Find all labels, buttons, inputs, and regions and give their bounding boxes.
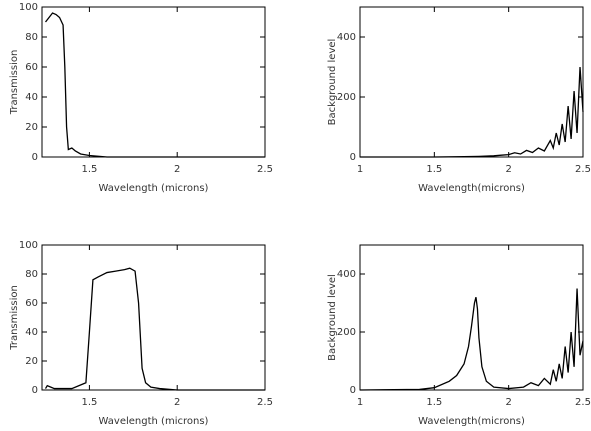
- axes-frame: [359, 244, 584, 391]
- x-tick-label: 2: [505, 397, 511, 408]
- y-tick-label: 200: [337, 92, 356, 103]
- y-tick-label: 60: [25, 298, 38, 309]
- y-tick-label: 0: [350, 385, 356, 396]
- x-tick-label: 2.5: [257, 397, 273, 408]
- axes-frame: [41, 244, 266, 391]
- y-axis-label: Background level: [327, 39, 338, 126]
- y-tick-label: 100: [19, 240, 38, 251]
- y-tick-label: 60: [25, 62, 38, 73]
- x-axis-label: Wavelength (microns): [99, 183, 209, 194]
- x-tick-label: 2.5: [575, 164, 591, 175]
- y-tick-label: 80: [25, 269, 38, 280]
- y-tick-label: 100: [19, 2, 38, 13]
- y-tick-label: 80: [25, 32, 38, 43]
- axes-frame: [41, 6, 266, 158]
- data-line: [359, 288, 584, 391]
- y-tick-label: 400: [337, 32, 356, 43]
- y-tick-label: 20: [25, 356, 38, 367]
- x-axis-label: Wavelength(microns): [418, 183, 525, 194]
- y-tick-label: 0: [32, 385, 38, 396]
- y-tick-label: 40: [25, 92, 38, 103]
- x-tick-label: 1: [357, 164, 363, 175]
- x-axis-label: Wavelength(microns): [418, 416, 525, 427]
- x-axis-label: Wavelength (microns): [99, 416, 209, 427]
- data-line: [44, 267, 265, 391]
- y-tick-label: 0: [350, 152, 356, 163]
- x-tick-label: 2.5: [575, 397, 591, 408]
- y-tick-label: 200: [337, 327, 356, 338]
- x-tick-label: 1: [357, 397, 363, 408]
- y-tick-label: 40: [25, 327, 38, 338]
- x-tick-label: 2: [174, 397, 180, 408]
- x-tick-label: 2.5: [257, 164, 273, 175]
- x-tick-label: 1.5: [81, 164, 97, 175]
- y-axis-label: Background level: [327, 274, 338, 361]
- y-axis-label: Transmission: [9, 50, 20, 116]
- y-tick-label: 0: [32, 152, 38, 163]
- data-line: [44, 12, 265, 158]
- x-tick-label: 1.5: [426, 164, 442, 175]
- x-tick-label: 2: [505, 164, 511, 175]
- x-tick-label: 1.5: [426, 397, 442, 408]
- y-tick-label: 20: [25, 122, 38, 133]
- axes-frame: [359, 6, 584, 158]
- data-line: [360, 66, 584, 158]
- y-tick-label: 400: [337, 269, 356, 280]
- x-tick-label: 2: [174, 164, 180, 175]
- y-axis-label: Transmission: [9, 285, 20, 351]
- x-tick-label: 1.5: [81, 397, 97, 408]
